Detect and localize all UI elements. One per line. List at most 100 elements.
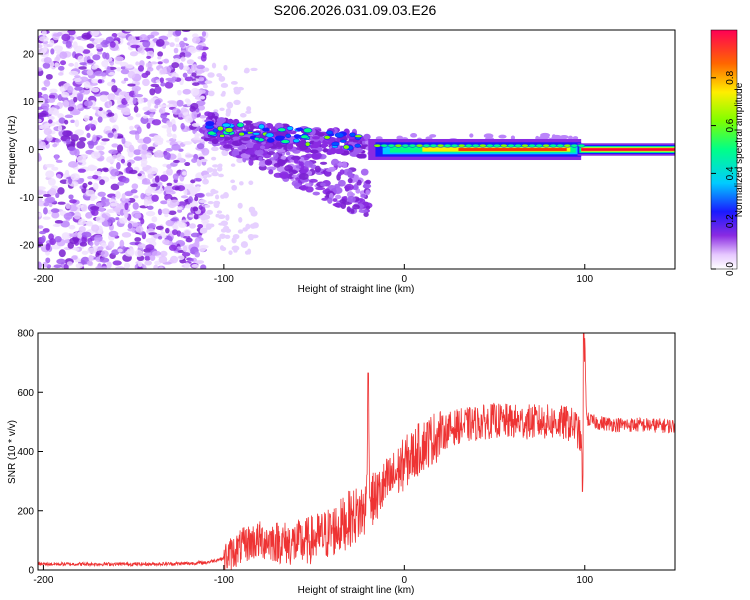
spectrogram-blob bbox=[102, 168, 109, 173]
spectrogram-blob bbox=[227, 119, 234, 123]
spectrogram-blob bbox=[112, 154, 118, 159]
spectrogram-blob bbox=[43, 44, 48, 53]
spectrogram-blob bbox=[67, 85, 74, 93]
spectrogram-blob bbox=[139, 149, 148, 155]
spectrogram-blob bbox=[293, 158, 299, 163]
spectrogram-blob bbox=[145, 62, 153, 69]
spectrogram-blob bbox=[192, 206, 199, 212]
spectrogram-blob bbox=[90, 206, 100, 211]
spectrogram-blob bbox=[116, 98, 122, 106]
spectrogram-blob bbox=[60, 220, 70, 228]
spectrogram-hotspot bbox=[450, 143, 459, 148]
spectrogram-blob bbox=[64, 114, 74, 119]
spectrogram-blob bbox=[205, 192, 212, 197]
spectrogram-blob bbox=[38, 196, 43, 203]
spectrogram-blob bbox=[192, 82, 200, 86]
spectrogram-blob bbox=[237, 86, 244, 91]
spectrogram-blob bbox=[98, 206, 105, 213]
spectrogram-blob bbox=[107, 132, 114, 138]
spectrogram-hotspot bbox=[323, 135, 331, 140]
spectrogram-blob bbox=[147, 205, 154, 210]
spectrogram-blob bbox=[127, 70, 136, 79]
spectrogram-blob bbox=[154, 85, 162, 94]
spectrogram-blob bbox=[64, 169, 70, 176]
spectrogram-blob bbox=[106, 261, 112, 269]
spectrogram-blob bbox=[92, 54, 101, 61]
spectrogram-blob bbox=[38, 44, 43, 49]
spectrogram-hotspot bbox=[265, 132, 275, 138]
spectrogram-blob bbox=[58, 117, 66, 124]
spectrogram-blob bbox=[52, 143, 58, 148]
spectrogram-blob bbox=[184, 230, 191, 237]
spectrogram-blob bbox=[124, 250, 135, 257]
spectrogram-blob bbox=[157, 56, 162, 60]
spectrogram-blob bbox=[68, 225, 76, 230]
spectrogram-blob bbox=[167, 79, 176, 83]
spectrogram-blob bbox=[94, 70, 104, 77]
spectrogram-blob bbox=[171, 124, 177, 132]
spectrogram-blob bbox=[119, 239, 125, 248]
spectrogram-blob bbox=[54, 154, 59, 161]
spectrogram-hotspot bbox=[500, 143, 508, 148]
spectrogram-blob bbox=[65, 40, 72, 48]
spectrogram-blob bbox=[95, 145, 105, 151]
spectrogram-blob bbox=[101, 213, 107, 219]
spectrogram-blob bbox=[211, 146, 219, 152]
spectrogram-blob bbox=[49, 88, 58, 93]
spectrogram-blob bbox=[540, 132, 551, 138]
spectrogram-blob bbox=[220, 83, 229, 88]
spectrogram-blob bbox=[108, 149, 118, 154]
spectrogram-blob bbox=[359, 204, 365, 209]
spectrogram-hotspot bbox=[331, 141, 340, 147]
spectrogram-blob bbox=[45, 73, 53, 80]
spectrogram-blob bbox=[74, 129, 85, 136]
spectrogram-blob bbox=[211, 171, 219, 177]
spectrogram-blob bbox=[55, 192, 60, 198]
spectrogram-hotspot bbox=[528, 143, 536, 148]
spectrogram-blob bbox=[258, 162, 267, 167]
spectrogram-blob bbox=[311, 151, 322, 159]
spectrogram-hotspot bbox=[219, 133, 226, 138]
spectrogram-blob bbox=[219, 107, 225, 111]
spectrogram-blob bbox=[38, 188, 44, 196]
spectrogram-hotspot bbox=[570, 143, 579, 148]
spectrogram-blob bbox=[208, 223, 215, 228]
spectrogram-blob bbox=[218, 173, 224, 178]
spectrogram-blob bbox=[337, 162, 344, 167]
spectrogram-blob bbox=[66, 261, 73, 266]
spectrogram-blob bbox=[95, 266, 102, 269]
spectrogram-blob bbox=[195, 260, 205, 264]
spectrogram-blob bbox=[100, 39, 110, 48]
spectrogram-blob bbox=[185, 237, 193, 243]
spectrogram-blob bbox=[95, 215, 105, 223]
spectrogram-blob bbox=[97, 51, 103, 55]
spectrogram-blob bbox=[140, 158, 148, 166]
spectrogram-x-tick-label: -200 bbox=[33, 274, 53, 285]
spectrogram-blob bbox=[70, 134, 79, 142]
spectrogram-blob bbox=[166, 126, 172, 135]
spectrogram-blob bbox=[168, 244, 177, 251]
spectrogram-blob bbox=[191, 72, 197, 77]
spectrogram-blob bbox=[43, 57, 52, 64]
spectrogram-blob bbox=[250, 210, 258, 217]
spectrogram-blob bbox=[39, 230, 47, 235]
spectrogram-blob bbox=[137, 266, 143, 269]
spectrogram-blob bbox=[203, 137, 210, 142]
colorbar: 0.0 0.2 0.4 0.6 0.8 Normalized spectral ampl… bbox=[710, 29, 745, 276]
spectrogram-blob bbox=[551, 134, 556, 139]
spectrogram-blob bbox=[102, 51, 107, 59]
spectrogram-blob bbox=[241, 136, 251, 141]
spectrogram-blob bbox=[116, 162, 121, 170]
spectrogram-blob bbox=[135, 61, 140, 66]
spectrogram-hotspot bbox=[238, 131, 245, 137]
spectrogram-blob bbox=[92, 182, 99, 191]
spectrogram-blob bbox=[91, 87, 100, 93]
spectrogram-blob bbox=[199, 95, 206, 100]
spectrogram-hotspot bbox=[436, 143, 445, 148]
spectrogram-blob bbox=[133, 156, 143, 161]
spectrogram-blob bbox=[190, 102, 199, 110]
spectrogram-blob bbox=[145, 188, 152, 196]
spectrogram-blob bbox=[59, 85, 65, 93]
colorbar-tick-label: 0.4 bbox=[725, 166, 736, 180]
